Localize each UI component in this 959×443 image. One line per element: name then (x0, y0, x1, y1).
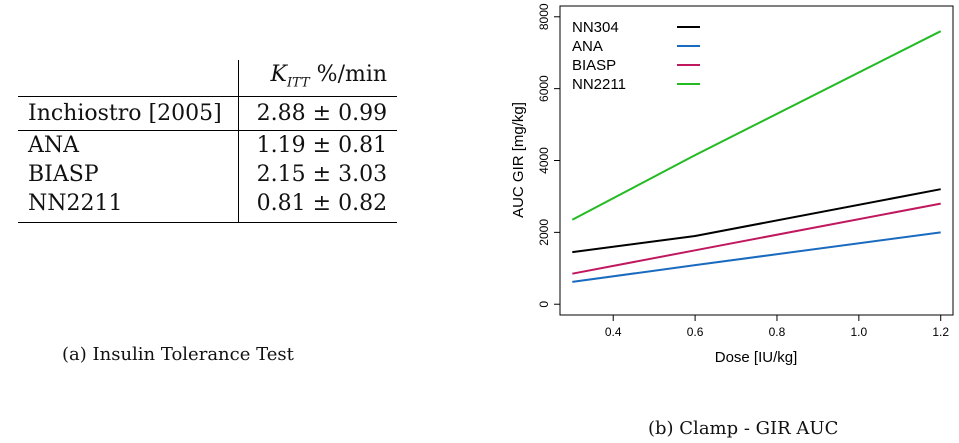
y-tick-label: 8000 (537, 3, 551, 30)
row-value: 2.15 ± 3.03 (237, 160, 398, 190)
row-name: NN2211 (18, 189, 239, 224)
y-tick-label: 4000 (537, 147, 551, 174)
row-name: Inchiostro [2005] (18, 96, 239, 132)
row-value: 1.19 ± 0.81 (237, 130, 398, 161)
x-tick-label: 1.2 (932, 325, 949, 339)
y-tick-label: 2000 (537, 219, 551, 246)
legend-label-nn2211: NN2211 (572, 76, 626, 93)
x-tick-label: 0.4 (605, 325, 622, 339)
kitt-symbol: K (270, 62, 287, 87)
table-row: BIASP 2.15 ± 3.03 (18, 160, 398, 190)
legend-label-ana: ANA (572, 38, 603, 55)
insulin-tolerance-table: KITT %/min Inchiostro [2005] 2.88 ± 0.99… (18, 60, 398, 224)
x-tick-label: 0.6 (687, 325, 704, 339)
row-value: 0.81 ± 0.82 (237, 189, 398, 224)
row-value: 2.88 ± 0.99 (237, 96, 398, 132)
table-row: ANA 1.19 ± 0.81 (18, 130, 398, 161)
kitt-unit: %/min (309, 62, 388, 87)
kitt-subscript: ITT (286, 75, 310, 91)
table-row: NN2211 0.81 ± 0.82 (18, 189, 398, 224)
series-line-ana (572, 231, 941, 283)
x-tick-label: 1.0 (851, 325, 868, 339)
series-line-biasp (572, 202, 941, 275)
row-name: ANA (28, 133, 80, 159)
y-axis: 0 2000 4000 6000 8000 (537, 3, 560, 308)
series-layer (571, 30, 942, 283)
y-axis-label: AUC GIR [mg/kg] (510, 102, 527, 218)
series-line-nn304 (572, 188, 941, 254)
gir-auc-chart: 0.4 0.6 0.8 1.0 1.2 0 2000 4000 6000 8000 NN304 A… (510, 3, 954, 366)
table-header-row: KITT %/min (18, 60, 398, 98)
caption-a: (a) Insulin Tolerance Test (62, 344, 294, 365)
x-axis: 0.4 0.6 0.8 1.0 1.2 (605, 315, 949, 339)
y-tick-label: 0 (537, 301, 551, 308)
legend-label-nn304: NN304 (572, 19, 619, 36)
x-axis-label: Dose [IU/kg] (715, 349, 798, 366)
table-header-label (18, 60, 239, 98)
plot-frame (559, 5, 954, 316)
row-name: BIASP (28, 162, 99, 188)
legend-label-biasp: BIASP (572, 57, 616, 74)
legend: NN304 ANA BIASP NN2211 (572, 19, 700, 93)
table-row: Inchiostro [2005] 2.88 ± 0.99 (18, 96, 398, 132)
table-header-kitt: KITT %/min (237, 60, 398, 98)
y-tick-label: 6000 (537, 75, 551, 102)
x-tick-label: 0.8 (769, 325, 786, 339)
caption-b: (b) Clamp - GIR AUC (648, 418, 839, 439)
series-line-nn2211 (571, 30, 942, 221)
